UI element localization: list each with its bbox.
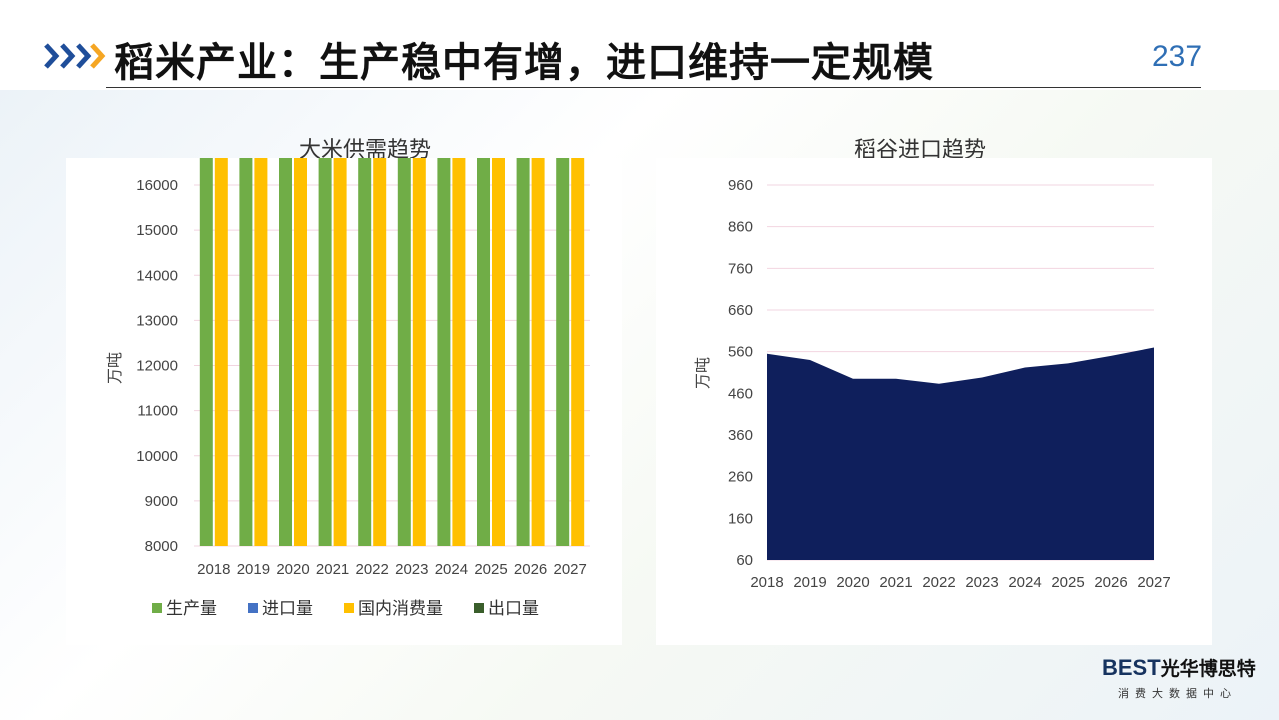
x-tick-label: 2027: [1137, 574, 1170, 591]
bar-segment: [492, 0, 505, 546]
bar-segment: [214, 0, 228, 546]
legend-label: 出口量: [488, 599, 539, 618]
bar-segment: [239, 0, 253, 547]
y-tick-label: 360: [728, 427, 753, 444]
y-tick-label: 760: [728, 260, 753, 277]
bar-segment: [437, 0, 451, 546]
y-tick-label: 960: [728, 177, 753, 194]
x-tick-label: 2027: [554, 561, 587, 578]
y-tick-label: 460: [728, 385, 753, 402]
y-tick-label: 9000: [145, 493, 178, 510]
bar-segment: [531, 0, 545, 546]
x-tick-label: 2020: [276, 561, 309, 578]
logo-tagline: 消费大数据中心: [1118, 687, 1237, 700]
x-tick-label: 2018: [750, 574, 783, 591]
x-tick-label: 2024: [435, 561, 468, 578]
y-tick-label: 160: [728, 510, 753, 527]
y-tick-label: 860: [728, 219, 753, 236]
x-tick-label: 2020: [836, 574, 869, 591]
bar-segment: [279, 0, 292, 546]
bar-segment: [412, 0, 426, 547]
y-tick-label: 11000: [137, 403, 178, 420]
bar-segment: [373, 0, 387, 546]
y-tick-label: 560: [728, 344, 753, 361]
page-title: 稻米产业：生产稳中有增，进口维持一定规模: [114, 40, 934, 86]
logo-brand: BEST: [1102, 655, 1161, 680]
rice-supply-demand-chart: 8000 9000 10000 11000 12000 13000 14000 15000 16…: [106, 0, 590, 618]
x-tick-label: 2021: [316, 561, 349, 578]
bar-segment: [477, 0, 490, 546]
chevrons-icon: [44, 43, 106, 69]
x-tick-label: 2026: [514, 561, 547, 578]
x-tick-label: 2021: [879, 574, 912, 591]
page-number: 237: [1152, 40, 1203, 73]
legend-swatch: [152, 603, 162, 613]
x-tick-label: 2023: [395, 561, 428, 578]
logo-name: 光华博思特: [1160, 658, 1256, 680]
y-tick-label: 14000: [136, 267, 178, 284]
y-tick-label: 60: [736, 552, 753, 569]
y-tick-label: 12000: [136, 358, 178, 375]
brand-logo: BEST光华博思特 消费大数据中心: [1102, 654, 1262, 704]
y-tick-label: 10000: [136, 448, 178, 465]
bar-segment: [254, 0, 268, 546]
bar-segment: [556, 0, 570, 547]
legend-swatch: [248, 603, 258, 613]
x-tick-label: 2023: [965, 574, 998, 591]
title-divider: [106, 87, 1201, 88]
x-tick-label: 2025: [474, 561, 507, 578]
bar-segment: [199, 0, 213, 547]
bar-segment: [571, 0, 585, 547]
y-tick-label: 260: [728, 469, 753, 486]
x-tick-label: 2018: [197, 561, 230, 578]
bar-segment: [294, 0, 307, 546]
bar-segment: [358, 0, 372, 546]
bar-segment: [516, 0, 530, 546]
chart-panel-rice-supply-demand: 8000 9000 10000 11000 12000 13000 14000 15000 16…: [66, 0, 622, 645]
bar-segment: [333, 0, 347, 546]
y-tick-label: 16000: [136, 177, 178, 194]
bar-segment: [397, 0, 411, 547]
y-axis-label: 万吨: [106, 352, 124, 384]
chart-panel-paddy-import: 60 160 260 360 460 560 660 760 860 960 万吨 2018 2019 2…: [656, 158, 1212, 645]
bar-segment: [318, 0, 332, 546]
area-series: [767, 347, 1154, 560]
y-tick-label: 15000: [136, 222, 178, 239]
x-tick-label: 2025: [1051, 574, 1084, 591]
x-tick-label: 2026: [1094, 574, 1127, 591]
y-tick-label: 13000: [136, 312, 178, 329]
x-tick-label: 2022: [922, 574, 955, 591]
x-tick-label: 2022: [356, 561, 389, 578]
legend-label: 国内消费量: [358, 599, 443, 618]
legend-swatch: [344, 603, 354, 613]
x-tick-label: 2019: [237, 561, 270, 578]
y-axis-label: 万吨: [694, 357, 712, 389]
x-tick-label: 2019: [793, 574, 826, 591]
y-tick-label: 8000: [145, 538, 178, 555]
y-tick-label: 660: [728, 302, 753, 319]
paddy-import-chart: 60 160 260 360 460 560 660 760 860 960 万吨 2018 2019 2…: [694, 177, 1171, 591]
x-tick-label: 2024: [1008, 574, 1041, 591]
legend-swatch: [474, 603, 484, 613]
legend-label: 生产量: [166, 599, 217, 618]
bar-segment: [452, 0, 466, 547]
legend-label: 进口量: [262, 599, 313, 618]
